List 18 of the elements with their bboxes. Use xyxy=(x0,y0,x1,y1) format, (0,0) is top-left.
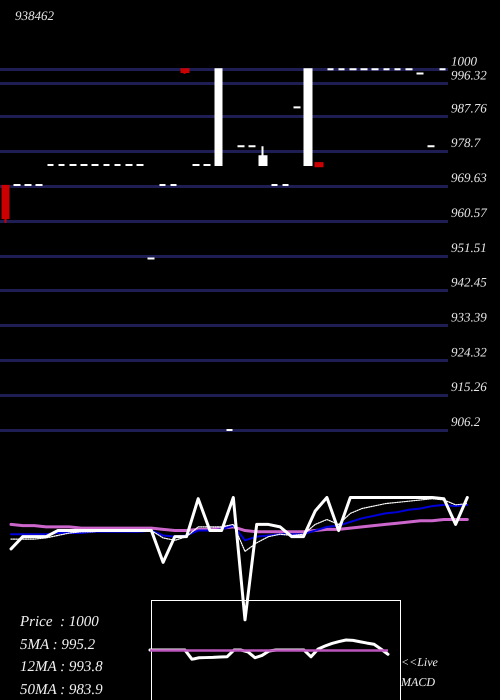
y-tick-label: 960.57 xyxy=(451,204,488,220)
y-tick-label: 978.7 xyxy=(451,135,481,150)
y-tick-label: 969.63 xyxy=(451,170,488,186)
y-tick-label: 1000 xyxy=(451,53,478,68)
annotation: Price : 1000 xyxy=(20,613,99,632)
y-tick-label: 951.51 xyxy=(451,240,487,255)
y-tick-label: 906.2 xyxy=(451,414,481,429)
y-tick-label: 915.26 xyxy=(451,379,488,394)
y-tick-label: 942.45 xyxy=(451,274,488,290)
y-tick-label: 924.32 xyxy=(451,344,488,360)
y-tick-label: 933.39 xyxy=(451,309,488,324)
text: 12MA : 993.8 xyxy=(20,658,103,677)
y-tick-label: 996.32 xyxy=(451,67,488,82)
chart-title: 938462 xyxy=(15,8,54,23)
text: 50MA : 983.9 xyxy=(20,680,103,700)
text: <<Live MACD xyxy=(401,654,439,691)
y-tick-label: 987.76 xyxy=(451,100,488,116)
text: 5MA : 995.2 xyxy=(20,636,96,654)
